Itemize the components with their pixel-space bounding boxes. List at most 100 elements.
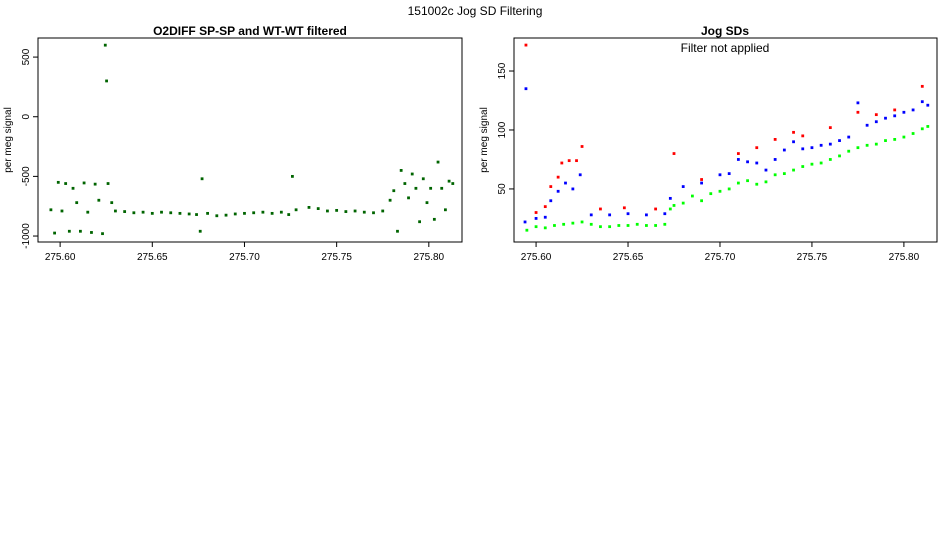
right-point-bright_green	[681, 201, 685, 205]
right-point-bright_green	[764, 180, 768, 184]
right-y-tick-label: 50	[497, 183, 508, 195]
right-point-bright_green	[668, 207, 672, 211]
left-point-dark_green	[132, 211, 136, 215]
right-point-bright_green	[926, 125, 930, 128]
right-point-bright_green	[553, 224, 556, 227]
right-point-bright_green	[810, 162, 814, 166]
right-point-blue	[534, 217, 538, 220]
left-point-dark_green	[287, 213, 291, 216]
right-point-blue	[782, 148, 786, 152]
right-point-bright_green	[525, 228, 529, 232]
left-plot-frame	[37, 37, 463, 243]
left-x-tick-label: 275.65	[137, 252, 168, 263]
left-point-dark_green	[101, 232, 104, 236]
right-point-red	[549, 185, 553, 188]
right-point-blue	[893, 114, 897, 118]
left-point-dark_green	[421, 177, 425, 181]
right-point-blue	[764, 168, 768, 172]
left-point-dark_green	[187, 212, 191, 216]
right-point-bright_green	[920, 127, 924, 131]
right-point-bright_green	[580, 220, 584, 224]
left-point-dark_green	[67, 229, 71, 233]
right-point-red	[828, 126, 832, 130]
right-x-tick-label: 275.65	[613, 252, 644, 263]
left-point-dark_green	[344, 210, 348, 213]
right-point-bright_green	[562, 222, 566, 226]
right-point-bright_green	[727, 187, 731, 191]
right-point-blue	[564, 181, 567, 185]
left-point-dark_green	[114, 209, 117, 213]
right-point-red	[801, 134, 805, 138]
right-point-blue	[792, 140, 795, 144]
right-point-blue	[524, 87, 528, 91]
right-point-bright_green	[635, 222, 639, 226]
left-point-dark_green	[53, 231, 56, 235]
right-point-bright_green	[617, 224, 621, 227]
left-point-dark_green	[326, 209, 329, 213]
left-point-dark_green	[206, 211, 209, 215]
left-y-tick-label: -1000	[21, 223, 32, 249]
right-point-red	[534, 211, 538, 214]
left-point-dark_green	[200, 177, 204, 181]
right-point-blue	[884, 116, 887, 120]
right-point-red	[856, 110, 860, 114]
left-x-tick-label: 275.60	[45, 252, 76, 263]
left-x-axis: 275.60 275.65 275.70 275.75 275.80	[45, 242, 445, 263]
right-point-blue	[746, 160, 749, 164]
right-point-red	[874, 113, 878, 117]
left-point-dark_green	[103, 43, 107, 47]
right-point-bright_green	[773, 173, 777, 177]
left-point-dark_green	[316, 207, 320, 210]
right-point-blue	[549, 199, 553, 203]
right-point-bright_green	[884, 139, 887, 142]
left-point-dark_green	[403, 182, 407, 185]
left-point-dark_green	[440, 186, 444, 190]
left-point-dark_green	[49, 208, 53, 212]
left-point-dark_green	[160, 210, 163, 214]
right-point-blue	[865, 123, 869, 127]
left-x-tick-label: 275.70	[229, 252, 260, 263]
right-chart-panel: Jog SDs Filter not applied per meg signa…	[479, 24, 938, 263]
left-point-dark_green	[79, 229, 82, 233]
right-point-red	[567, 159, 571, 163]
right-point-blue	[589, 213, 593, 217]
right-point-blue	[736, 158, 740, 161]
right-x-tick-label: 275.70	[705, 252, 736, 263]
right-point-red	[560, 161, 564, 165]
left-point-dark_green	[425, 201, 429, 205]
right-point-bright_green	[865, 143, 869, 147]
left-point-dark_green	[353, 209, 357, 213]
right-chart-title: Jog SDs	[701, 24, 749, 38]
left-point-dark_green	[123, 210, 127, 213]
left-point-dark_green	[243, 211, 246, 215]
right-point-red	[524, 43, 528, 47]
right-point-blue	[920, 100, 924, 104]
left-point-dark_green	[429, 186, 433, 190]
left-point-dark_green	[362, 210, 366, 214]
right-point-blue	[556, 189, 560, 193]
left-point-dark_green	[418, 220, 421, 224]
left-point-dark_green	[169, 211, 173, 215]
right-point-red	[599, 207, 602, 211]
left-point-dark_green	[86, 210, 90, 214]
left-point-dark_green	[178, 211, 182, 215]
left-x-tick-label: 275.75	[321, 252, 352, 263]
right-point-blue	[902, 110, 906, 114]
right-point-bright_green	[874, 142, 878, 146]
left-chart-title: O2DIFF SP-SP and WT-WT filtered	[153, 24, 347, 38]
left-point-dark_green	[90, 231, 93, 234]
right-point-red	[672, 152, 676, 155]
right-point-bright_green	[718, 189, 722, 193]
right-point-bright_green	[654, 224, 658, 227]
left-point-dark_green	[252, 211, 256, 215]
left-point-dark_green	[399, 169, 403, 172]
right-data-marks	[523, 43, 930, 232]
left-point-dark_green	[261, 210, 265, 214]
left-point-dark_green	[224, 213, 228, 217]
right-point-bright_green	[792, 168, 795, 172]
right-point-bright_green	[902, 135, 906, 139]
right-point-blue	[663, 212, 667, 216]
left-point-dark_green	[56, 180, 60, 184]
right-x-tick-label: 275.60	[521, 252, 552, 263]
left-point-dark_green	[414, 186, 418, 190]
